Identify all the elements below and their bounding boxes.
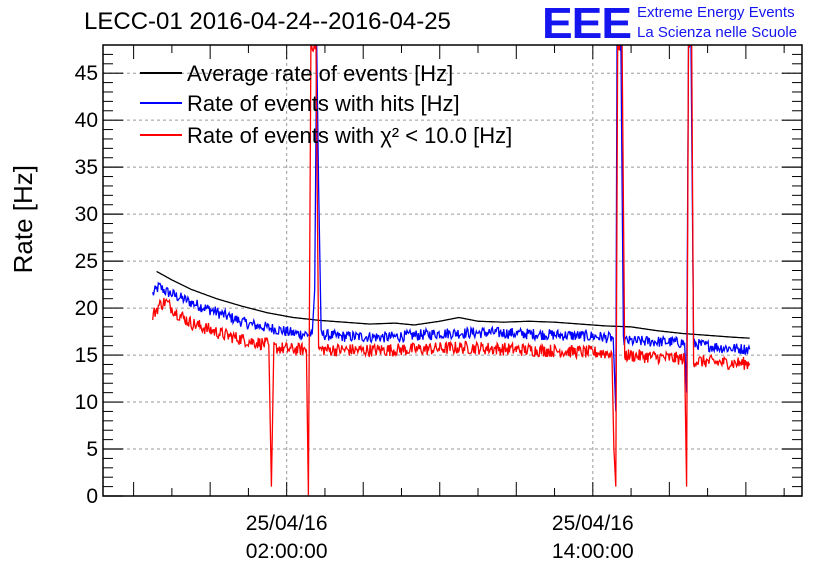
axis-layer: 0 5 10 15 20 25 30 35 40 45 25/04/16 02:00:00 25/04/…: [75, 44, 803, 563]
legend-entry-2: Rate of events with χ² < 10.0 [Hz]: [187, 123, 512, 148]
logo-subtitle-2: La Scienza nelle Scuole: [637, 24, 798, 41]
y-tick-label: 10: [75, 391, 98, 414]
y-tick-label: 30: [75, 203, 98, 226]
x-tick-label-date: 25/04/16: [246, 512, 328, 535]
series-line-2: [152, 45, 751, 496]
series-layer: [152, 45, 751, 496]
series-line-0: [156, 270, 750, 339]
eee-logo: EEE: [542, 0, 632, 48]
x-tick-label-date: 25/04/16: [552, 512, 634, 535]
y-axis-label: Rate [Hz]: [8, 165, 38, 273]
y-tick-label: 20: [75, 297, 98, 320]
y-tick-label: 45: [75, 62, 98, 85]
legend: Average rate of events [Hz] Rate of event…: [140, 61, 512, 148]
x-tick-label-time: 02:00:00: [246, 540, 328, 563]
y-tick-label: 0: [86, 485, 98, 508]
y-tick-label: 5: [86, 438, 98, 461]
x-tick-label-time: 14:00:00: [552, 540, 634, 563]
legend-entry-1: Rate of events with hits [Hz]: [187, 91, 460, 116]
series-line-1: [152, 45, 751, 412]
plot-frame: [102, 44, 803, 497]
legend-entry-0: Average rate of events [Hz]: [187, 61, 453, 86]
y-tick-label: 35: [75, 156, 98, 179]
chart-title: LECC-01 2016-04-24--2016-04-25: [84, 8, 451, 35]
y-tick-label: 40: [75, 109, 98, 132]
y-tick-label: 15: [75, 344, 98, 367]
logo-subtitle-1: Extreme Energy Events: [637, 4, 795, 21]
y-tick-label: 25: [75, 250, 98, 273]
